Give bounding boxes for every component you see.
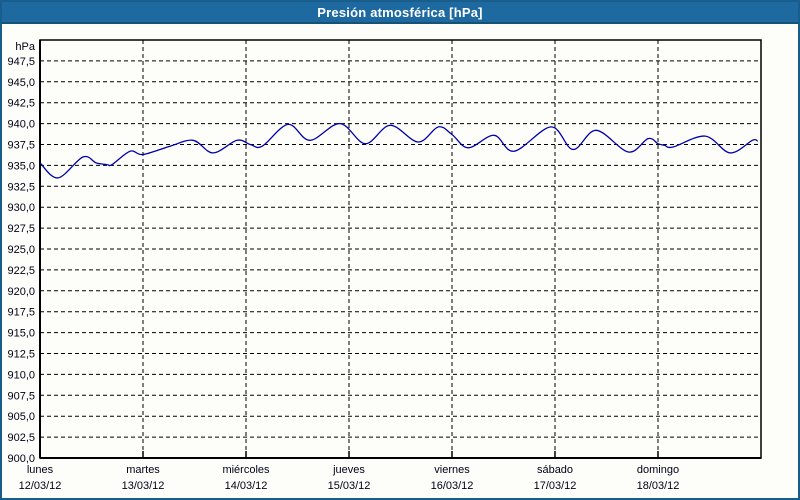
x-axis-date-label: 13/03/12 [122,480,165,492]
y-axis-tick-label: 910,0 [7,369,35,381]
y-axis-tick-label: 925,0 [7,244,35,256]
y-axis-tick-label: 900,0 [7,453,35,465]
x-axis-day-label: viernes [434,464,470,476]
x-axis-day-label: miércoles [222,464,270,476]
x-axis-date-label: 12/03/12 [19,480,62,492]
x-axis-day-label: lunes [27,464,54,476]
y-axis-tick-label: 927,5 [7,223,35,235]
pressure-line [39,122,758,179]
y-axis-tick-label: 920,0 [7,286,35,298]
y-axis-tick-label: 937,5 [7,140,35,152]
y-axis-tick-label: 902,5 [7,432,35,444]
x-axis-date-label: 16/03/12 [431,480,474,492]
y-axis-tick-label: 930,0 [7,202,35,214]
y-axis-tick-label: 945,0 [7,77,35,89]
y-axis-tick-label: 940,0 [7,119,35,131]
x-axis-date-label: 15/03/12 [328,480,371,492]
y-axis-tick-label: 935,0 [7,160,35,172]
title-bar: Presión atmosférica [hPa] [2,2,798,24]
y-axis-unit-label: hPa [15,41,35,53]
x-axis-day-label: jueves [332,464,365,476]
x-axis-day-label: sábado [537,464,573,476]
x-axis-date-label: 17/03/12 [534,480,577,492]
y-axis-tick-label: 912,5 [7,349,35,361]
y-axis-tick-label: 947,5 [7,56,35,68]
y-axis-tick-label: 922,5 [7,265,35,277]
x-axis-day-label: martes [126,464,160,476]
y-axis-tick-label: 917,5 [7,307,35,319]
x-axis-date-label: 14/03/12 [225,480,268,492]
chart-title: Presión atmosférica [hPa] [317,4,483,20]
y-axis-tick-label: 942,5 [7,98,35,110]
x-axis-date-label: 18/03/12 [637,480,680,492]
y-axis-tick-label: 907,5 [7,390,35,402]
y-axis-tick-label: 905,0 [7,411,35,423]
y-axis-tick-label: 932,5 [7,181,35,193]
x-axis-day-label: domingo [637,464,679,476]
y-axis-tick-label: 915,0 [7,328,35,340]
